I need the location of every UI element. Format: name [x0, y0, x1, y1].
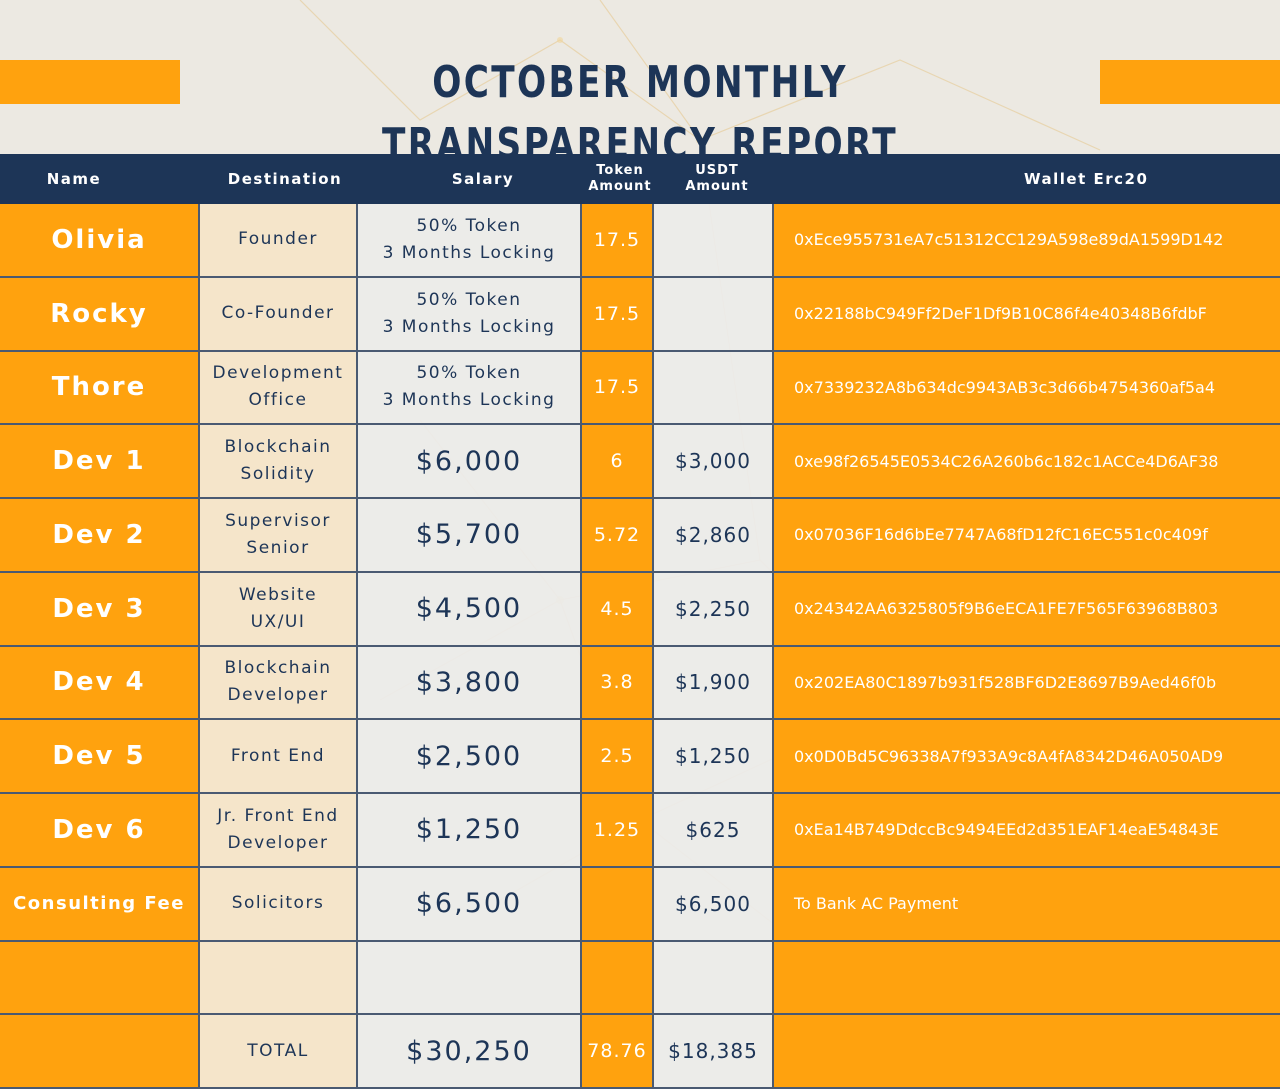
destination-cell: Blockchain Developer — [200, 646, 358, 721]
usdt-amount-cell: $18,385 — [654, 1015, 774, 1089]
name-cell: Dev 6 — [0, 794, 200, 868]
usdt-amount-cell: $1,900 — [654, 646, 774, 721]
name-cell: Rocky — [0, 277, 200, 352]
token-amount-cell: 17.5 — [582, 351, 654, 426]
usdt-amount-cell — [654, 351, 774, 426]
salary-cell: $5,700 — [358, 499, 582, 573]
token-amount-cell: 6 — [582, 425, 654, 499]
usdt-amount-cell — [654, 277, 774, 352]
table-row: Thore Development Office 50% Token 3 Month… — [0, 351, 1280, 426]
table-row — [0, 941, 1280, 1016]
header-token-amount: Token Amount — [588, 163, 652, 194]
table-row: TOTAL $30,250 78.76 $18,385 — [0, 1015, 1280, 1089]
salary-cell: $2,500 — [358, 720, 582, 794]
token-amount-cell: 2.5 — [582, 720, 654, 794]
usdt-amount-cell: $3,000 — [654, 425, 774, 499]
wallet-address-cell: 0x22188bC949Ff2DeF1Df9B10C86f4e40348B6fd… — [774, 277, 1280, 352]
name-cell: Dev 5 — [0, 720, 200, 794]
table-row: Olivia Founder 50% Token 3 Months Locking 1… — [0, 204, 1280, 278]
salary-cell: $6,500 — [358, 867, 582, 942]
wallet-address-cell: 0x202EA80C1897b931f528BF6D2E8697B9Aed46f… — [774, 646, 1280, 721]
name-cell: Dev 3 — [0, 572, 200, 647]
salary-cell: $3,800 — [358, 646, 582, 721]
token-amount-cell — [582, 941, 654, 1016]
name-cell: Thore — [0, 351, 200, 426]
wallet-address-cell: To Bank AC Payment — [774, 867, 1280, 942]
token-amount-cell: 1.25 — [582, 794, 654, 868]
wallet-address-cell: 0xEa14B749DdccBc9494EEd2d351EAF14eaE5484… — [774, 794, 1280, 868]
salary-cell: $1,250 — [358, 794, 582, 868]
table-row: Dev 1 Blockchain Solidity $6,000 6 $3,000 0xe… — [0, 425, 1280, 499]
table-row: Rocky Co-Founder 50% Token 3 Months Lockin… — [0, 277, 1280, 352]
salary-cell: $4,500 — [358, 572, 582, 647]
table-row: Dev 2 Supervisor Senior $5,700 5.72 $2,860 0x… — [0, 499, 1280, 573]
header-wallet: Wallet Erc20 — [1024, 170, 1149, 188]
wallet-address-cell: 0x0D0Bd5C96338A7f933A9c8A4fA8342D46A050A… — [774, 720, 1280, 794]
name-cell: Dev 2 — [0, 499, 200, 573]
salary-cell: $6,000 — [358, 425, 582, 499]
token-amount-cell — [582, 867, 654, 942]
destination-cell: Blockchain Solidity — [200, 425, 358, 499]
title-accent-bar-left — [0, 60, 180, 104]
usdt-amount-cell: $2,250 — [654, 572, 774, 647]
token-amount-cell: 17.5 — [582, 204, 654, 278]
salary-cell — [358, 941, 582, 1016]
token-amount-cell: 17.5 — [582, 277, 654, 352]
token-amount-cell: 3.8 — [582, 646, 654, 721]
destination-cell: Website UX/UI — [200, 572, 358, 647]
token-amount-cell: 4.5 — [582, 572, 654, 647]
table-row: Dev 5 Front End $2,500 2.5 $1,250 0x0D0Bd5C96… — [0, 720, 1280, 794]
name-cell — [0, 941, 200, 1016]
header-salary: Salary — [451, 170, 515, 188]
name-cell: Consulting Fee — [0, 867, 200, 942]
header-name: Name — [46, 170, 102, 188]
salary-cell: $30,250 — [358, 1015, 582, 1089]
salary-cell: 50% Token 3 Months Locking — [358, 277, 582, 352]
wallet-address-cell — [774, 941, 1280, 1016]
table-row: Consulting Fee Solicitors $6,500 $6,500 To B… — [0, 867, 1280, 942]
wallet-address-cell: 0x07036F16d6bEe7747A68fD12fC16EC551c0c40… — [774, 499, 1280, 573]
wallet-address-cell: 0xEce955731eA7c51312CC129A598e89dA1599D1… — [774, 204, 1280, 278]
table-row: Dev 3 Website UX/UI $4,500 4.5 $2,250 0x24342… — [0, 572, 1280, 647]
table-row: Dev 6 Jr. Front End Developer $1,250 1.25 $6… — [0, 794, 1280, 868]
salary-cell: 50% Token 3 Months Locking — [358, 204, 582, 278]
destination-cell: Development Office — [200, 351, 358, 426]
name-cell — [0, 1015, 200, 1089]
wallet-address-cell — [774, 1015, 1280, 1089]
table-row: Dev 4 Blockchain Developer $3,800 3.8 $1,900… — [0, 646, 1280, 721]
title-accent-bar-right — [1100, 60, 1280, 104]
destination-cell: Front End — [200, 720, 358, 794]
header-usdt-amount: USDT Amount — [685, 163, 749, 194]
destination-cell: TOTAL — [200, 1015, 358, 1089]
name-cell: Dev 4 — [0, 646, 200, 721]
token-amount-cell: 78.76 — [582, 1015, 654, 1089]
name-cell: Olivia — [0, 204, 200, 278]
wallet-address-cell: 0x24342AA6325805f9B6eECA1FE7F565F63968B8… — [774, 572, 1280, 647]
wallet-address-cell: 0x7339232A8b634dc9943AB3c3d66b4754360af5… — [774, 351, 1280, 426]
usdt-amount-cell: $625 — [654, 794, 774, 868]
name-cell: Dev 1 — [0, 425, 200, 499]
destination-cell — [200, 941, 358, 1016]
destination-cell: Co-Founder — [200, 277, 358, 352]
table-header: Name Destination Salary Token Amount USD… — [0, 154, 1280, 204]
destination-cell: Supervisor Senior — [200, 499, 358, 573]
usdt-amount-cell — [654, 941, 774, 1016]
usdt-amount-cell: $2,860 — [654, 499, 774, 573]
usdt-amount-cell: $6,500 — [654, 867, 774, 942]
report-title: OCTOBER MONTHLY TRANSPARENCY REPORT — [382, 57, 898, 170]
destination-cell: Founder — [200, 204, 358, 278]
report-table-body: Olivia Founder 50% Token 3 Months Locking 1… — [0, 204, 1280, 1089]
token-amount-cell: 5.72 — [582, 499, 654, 573]
header-destination: Destination — [227, 170, 343, 188]
destination-cell: Jr. Front End Developer — [200, 794, 358, 868]
usdt-amount-cell: $1,250 — [654, 720, 774, 794]
usdt-amount-cell — [654, 204, 774, 278]
destination-cell: Solicitors — [200, 867, 358, 942]
wallet-address-cell: 0xe98f26545E0534C26A260b6c182c1ACCe4D6AF… — [774, 425, 1280, 499]
salary-cell: 50% Token 3 Months Locking — [358, 351, 582, 426]
